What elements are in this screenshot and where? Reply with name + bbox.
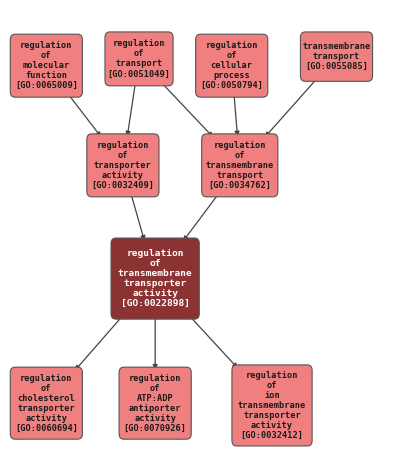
FancyBboxPatch shape [202, 134, 278, 197]
FancyBboxPatch shape [232, 365, 312, 446]
FancyBboxPatch shape [87, 134, 159, 197]
FancyBboxPatch shape [10, 367, 82, 439]
FancyBboxPatch shape [111, 238, 199, 319]
Text: regulation
of
transport
[GO:0051049]: regulation of transport [GO:0051049] [108, 39, 170, 78]
FancyBboxPatch shape [300, 32, 372, 82]
Text: regulation
of
transmembrane
transport
[GO:0034762]: regulation of transmembrane transport [G… [206, 141, 274, 190]
FancyBboxPatch shape [119, 367, 191, 439]
Text: regulation
of
transmembrane
transporter
activity
[GO:0022898]: regulation of transmembrane transporter … [118, 249, 193, 308]
Text: regulation
of
transporter
activity
[GO:0032409]: regulation of transporter activity [GO:0… [91, 141, 154, 190]
Text: regulation
of
cholesterol
transporter
activity
[GO:0060694]: regulation of cholesterol transporter ac… [15, 374, 78, 433]
Text: transmembrane
transport
[GO:0055085]: transmembrane transport [GO:0055085] [302, 42, 371, 71]
Text: regulation
of
molecular
function
[GO:0065009]: regulation of molecular function [GO:006… [15, 41, 78, 90]
Text: regulation
of
ion
transmembrane
transporter
activity
[GO:0032412]: regulation of ion transmembrane transpor… [238, 371, 306, 440]
Text: regulation
of
ATP:ADP
antiporter
activity
[GO:0070926]: regulation of ATP:ADP antiporter activit… [124, 374, 187, 433]
FancyBboxPatch shape [105, 32, 173, 86]
FancyBboxPatch shape [195, 34, 268, 97]
Text: regulation
of
cellular
process
[GO:0050794]: regulation of cellular process [GO:00507… [200, 41, 263, 90]
FancyBboxPatch shape [10, 34, 82, 97]
